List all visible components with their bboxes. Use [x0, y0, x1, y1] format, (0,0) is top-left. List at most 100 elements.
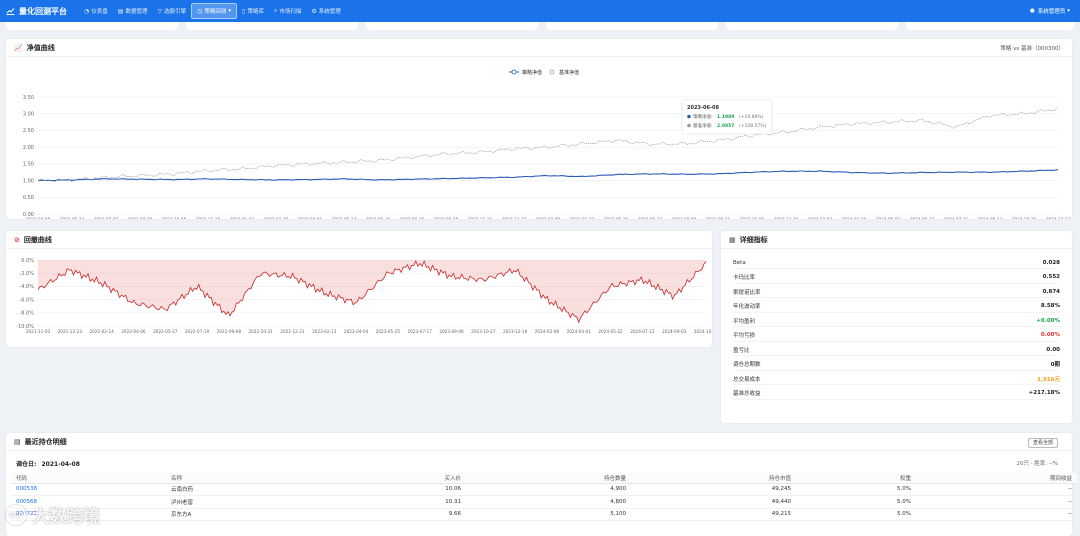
table-row[interactable]: 000725 京东方A 9.66 5,100 49,215 5.0% --: [11, 508, 1077, 521]
x-tick-label: 2022-02-16: [264, 217, 289, 219]
x-tick-label: 2024-09-13: [978, 217, 1003, 219]
filter-icon: ▽: [157, 7, 163, 15]
x-tick-label: 2022-10-31: [248, 329, 273, 334]
x-tick-label: 2023-07-17: [408, 329, 433, 334]
x-tick-label: 2024-02-08: [535, 329, 560, 334]
view-all-button[interactable]: 查看全部: [1027, 438, 1058, 448]
metric-label: 索提诺比率: [733, 289, 761, 296]
cell-ret: --: [916, 508, 1077, 521]
metric-label: 卡玛比率: [733, 275, 756, 281]
tooltip-benchmark-dot: [687, 123, 691, 128]
cell-code[interactable]: 000725: [11, 508, 166, 521]
equity-curve-subtitle: 策略 vs 基准（000300）: [1000, 46, 1064, 52]
metrics-card: ▦ 详细指标 Beta 0.028 卡玛比率 0.552 索提诺比率 0.874 年化波动率…: [721, 231, 1072, 423]
positions-summary: 20只 · 胜率: --%: [1016, 461, 1058, 467]
cell-weight: 5.0%: [796, 508, 916, 521]
y-tick-label: -6.0%: [19, 297, 34, 303]
metric-label: 年化波动率: [733, 304, 761, 310]
summary-card: [726, 22, 898, 30]
nav-item-1[interactable]: ▤ 数据管理: [113, 3, 153, 19]
y-tick-label: 1.00: [23, 178, 34, 184]
col-weight[interactable]: 权重: [796, 473, 916, 484]
x-tick-label: 2022-12-21: [280, 329, 305, 334]
cell-weight: 5.0%: [796, 483, 916, 496]
x-tick-label: 2021-12-23: [58, 329, 83, 334]
y-tick-label: 3.50: [23, 95, 34, 101]
cell-value: 49,440: [631, 495, 796, 509]
x-tick-label: 2022-06-30: [366, 217, 391, 219]
nav-item-3[interactable]: ◷ 策略回测 ▾: [191, 3, 238, 19]
cell-code[interactable]: 000568: [11, 495, 166, 509]
x-tick-label: 2024-07-31: [944, 217, 969, 219]
app-brand[interactable]: 量化回测平台: [6, 6, 67, 17]
warning-icon: ⊘: [14, 235, 20, 244]
col-price[interactable]: 买入价: [316, 473, 466, 484]
tooltip-benchmark-pct: (+108.57%): [739, 123, 767, 129]
col-name[interactable]: 名称: [166, 473, 316, 484]
y-tick-label: 1.50: [23, 162, 34, 168]
positions-table: 代码 名称 买入价 持仓数量 持仓市值 权重 期间收益 000538 云南白药 10…: [11, 473, 1077, 521]
col-qty[interactable]: 持仓数量: [466, 473, 631, 484]
tooltip-strategy-value: 1.1989: [717, 114, 734, 120]
nav-item-label: 数据管理: [125, 9, 148, 15]
drawdown-line: [37, 259, 707, 324]
metrics-header: ▦ 详细指标: [721, 231, 1072, 249]
report-icon: ▦: [729, 235, 736, 244]
col-code[interactable]: 代码: [11, 473, 166, 484]
x-tick-label: 2022-05-27: [153, 329, 178, 334]
x-tick-label: 2023-02-09: [536, 217, 561, 219]
tooltip-strategy-dot: [687, 114, 691, 119]
positions-card: ▤ 最近持仓明细 查看全部 调仓日: 2021-04-08 20只 · 胜率: …: [6, 433, 1077, 536]
nav-item-4[interactable]: ▯ 策略库: [237, 3, 269, 19]
cell-qty: 5,100: [466, 508, 631, 521]
user-menu[interactable]: ● 系统管理员 ▾: [1030, 0, 1070, 22]
col-return[interactable]: 期间收益: [916, 473, 1077, 484]
rebalance-info: 调仓日: 2021-04-08: [16, 459, 80, 468]
x-tick-label: 2023-10-27: [471, 329, 496, 334]
tooltip-strategy-label: 策略净值:: [693, 113, 713, 120]
legend-strategy-marker: [511, 69, 517, 75]
equity-legend[interactable]: 策略净值 基准净值: [509, 69, 579, 76]
table-row[interactable]: 000568 泸州老窖 10.31 4,800 49,440 5.0% --: [11, 495, 1077, 509]
nav-item-2[interactable]: ▽ 选股引擎: [152, 3, 191, 19]
cell-weight: 5.0%: [796, 495, 916, 509]
x-tick-label: 2024-07-12: [630, 329, 655, 334]
cell-qty: 4,900: [466, 483, 631, 496]
col-value[interactable]: 持仓市值: [631, 473, 796, 484]
y-tick-label: 0.00: [23, 212, 34, 218]
table-row[interactable]: 000538 云南白药 10.06 4,900 49,245 5.0% --: [11, 483, 1077, 496]
x-tick-label: 2022-02-14: [89, 329, 114, 334]
main-nav: ◔ 仪表盘 ▤ 数据管理 ▽ 选股引擎 ◷ 策略回测 ▾ ▯ 策略库 ⌕ 市场扫描 ⚙ 系统管理: [79, 0, 346, 22]
app-title: 量化回测平台: [19, 6, 67, 16]
table-header-row: 代码 名称 买入价 持仓数量 持仓市值 权重 期间收益: [11, 473, 1077, 484]
dashboard-icon: ◔: [84, 7, 90, 15]
nav-item-label: 选股引擎: [164, 9, 187, 15]
cell-value: 49,215: [631, 508, 796, 521]
nav-item-0[interactable]: ◔ 仪表盘: [79, 3, 113, 19]
cell-name: 云南白药: [166, 483, 316, 496]
gear-icon: ⚙: [311, 7, 317, 15]
legend-benchmark-label: 基准净值: [559, 69, 579, 76]
user-icon: ●: [1029, 8, 1035, 14]
metric-row: 平均盈利 +0.00%: [733, 315, 1060, 327]
x-tick-label: 2024-10-29: [1012, 217, 1037, 219]
x-tick-label: 2021-05-24: [60, 217, 85, 219]
metric-row: 调仓总期数 0期: [733, 359, 1060, 371]
x-tick-label: 2023-12-20: [774, 217, 799, 219]
nav-item-6[interactable]: ⚙ 系统管理: [306, 3, 345, 19]
x-tick-label: 2023-09-21: [706, 217, 731, 219]
metric-value: 8.58%: [1040, 303, 1060, 309]
cell-code[interactable]: 000538: [11, 483, 166, 496]
metric-value: 0.028: [1042, 259, 1060, 266]
x-tick-label: 2023-04-04: [344, 329, 369, 334]
metric-row: 基准总收益 +217.18%: [733, 388, 1060, 400]
strategy-line: [37, 169, 1059, 182]
x-tick-label: 2024-12-12: [1046, 217, 1071, 219]
nav-item-5[interactable]: ⌕ 市场扫描: [269, 3, 306, 19]
metric-row: 盈亏比 0.00: [733, 344, 1060, 356]
tooltip-box: [681, 99, 773, 135]
x-tick-label: 2023-05-25: [376, 329, 401, 334]
summary-card: [186, 22, 358, 30]
legend-strategy-label: 策略净值: [522, 69, 542, 76]
metric-label: 平均亏损: [733, 333, 756, 339]
